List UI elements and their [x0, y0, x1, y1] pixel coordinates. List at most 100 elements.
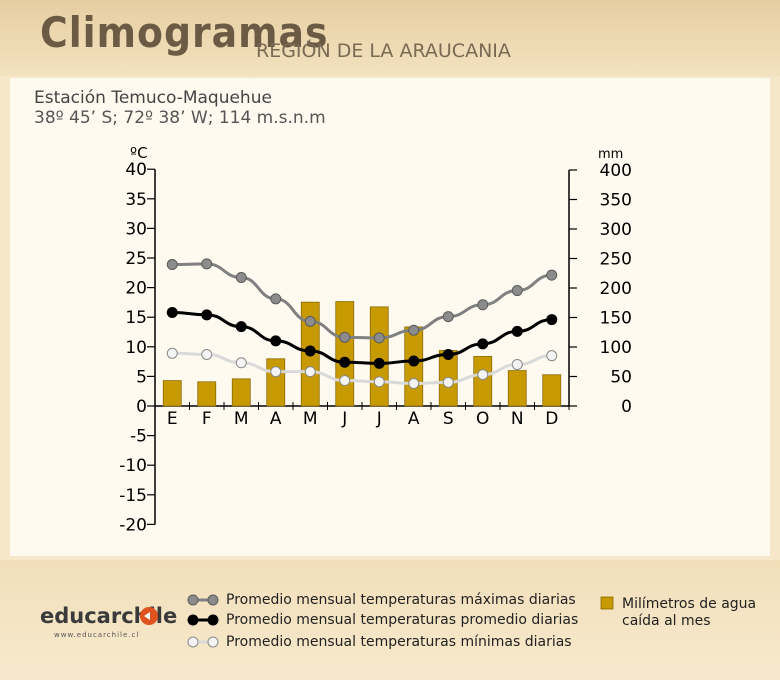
- series-point-max: [304, 315, 316, 327]
- x-tick-label: D: [545, 409, 558, 429]
- rain-bar: [197, 381, 217, 407]
- left-tick-label: 25: [125, 249, 147, 269]
- rain-bar: [231, 378, 251, 407]
- series-point-max: [546, 269, 558, 281]
- series-point-max: [373, 332, 385, 344]
- series-point-avg: [235, 321, 247, 333]
- station-name: Estación Temuco-Maquehue: [34, 88, 272, 108]
- right-tick-label: 50: [610, 368, 632, 388]
- rain-bar: [162, 380, 182, 407]
- series-point-min: [270, 366, 282, 378]
- x-tick-label: J: [376, 409, 382, 429]
- rain-bar: [473, 356, 493, 407]
- left-tick-label: 40: [125, 160, 147, 180]
- series-point-avg: [373, 357, 385, 369]
- left-tick-label: 5: [136, 367, 147, 387]
- series-point-avg: [442, 348, 454, 360]
- series-point-avg: [166, 306, 178, 318]
- right-tick-label: 150: [600, 309, 632, 329]
- x-tick-label: M: [303, 409, 318, 429]
- right-tick-label: 0: [621, 397, 632, 417]
- legend-marker-min: [187, 636, 199, 648]
- series-point-max: [477, 299, 489, 311]
- series-point-avg: [304, 345, 316, 357]
- series-point-min: [201, 348, 213, 360]
- x-tick-label: O: [476, 409, 489, 429]
- legend-avg-label: Promedio mensual temperaturas promedio d…: [226, 612, 579, 628]
- right-tick-label: 350: [600, 191, 632, 211]
- legend-marker-avg: [207, 614, 219, 626]
- left-tick-label: 15: [125, 308, 147, 328]
- series-point-min: [235, 357, 247, 369]
- rain-bar: [542, 374, 562, 407]
- series-point-max: [235, 272, 247, 284]
- left-tick-label: -10: [119, 456, 147, 476]
- legend-max-label: Promedio mensual temperaturas máximas di…: [226, 592, 576, 608]
- left-tick-label: 20: [125, 279, 147, 299]
- series-point-avg: [339, 356, 351, 368]
- series-point-avg: [477, 338, 489, 350]
- x-tick-label: A: [270, 409, 282, 429]
- logo-accent-arrow: [144, 612, 150, 620]
- series-point-min: [442, 376, 454, 388]
- legend-min-label: Promedio mensual temperaturas mínimas di…: [226, 634, 572, 650]
- chart-panel: [10, 78, 770, 556]
- rain-bar: [507, 370, 527, 407]
- x-tick-label: J: [341, 409, 347, 429]
- series-point-max: [166, 259, 178, 271]
- right-tick-label: 100: [600, 338, 632, 358]
- logo-accent-icon: [140, 607, 158, 625]
- series-point-min: [546, 350, 558, 362]
- left-tick-label: 30: [125, 219, 147, 239]
- left-tick-label: -5: [130, 427, 147, 447]
- x-tick-label: N: [511, 409, 524, 429]
- series-point-max: [408, 324, 420, 336]
- x-tick-label: F: [202, 409, 212, 429]
- series-point-avg: [511, 325, 523, 337]
- legend-marker-max: [207, 594, 219, 606]
- series-point-min: [166, 347, 178, 359]
- legend-rain-label-1: Milímetros de agua: [622, 596, 757, 612]
- series-point-max: [270, 293, 282, 305]
- left-tick-label: 35: [125, 190, 147, 210]
- header-bar: Climogramas REGIÓN DE LA ARAUCANIA: [0, 0, 780, 76]
- logo-url: www.educarchile.cl: [54, 631, 140, 639]
- page-subtitle: REGIÓN DE LA ARAUCANIA: [256, 40, 511, 62]
- left-axis-label: ºC: [130, 144, 148, 162]
- series-point-min: [304, 366, 316, 378]
- series-point-min: [511, 359, 523, 371]
- left-tick-label: 10: [125, 338, 147, 358]
- series-point-min: [339, 375, 351, 387]
- series-point-min: [477, 369, 489, 381]
- series-point-max: [339, 331, 351, 343]
- footer-legend-area: [0, 560, 780, 680]
- left-tick-label: -15: [119, 486, 147, 506]
- legend-swatch-rain: [600, 596, 614, 610]
- right-tick-label: 400: [600, 161, 632, 181]
- right-tick-label: 300: [600, 220, 632, 240]
- legend-marker-min: [207, 636, 219, 648]
- series-point-min: [373, 376, 385, 388]
- page-title: Climogramas: [40, 8, 329, 57]
- left-tick-label: -20: [119, 515, 147, 535]
- series-point-min: [408, 378, 420, 390]
- x-tick-label: S: [443, 409, 454, 429]
- series-point-avg: [408, 355, 420, 367]
- series-point-avg: [270, 335, 282, 347]
- series-point-max: [201, 258, 213, 270]
- series-point-max: [442, 311, 454, 323]
- x-tick-label: M: [234, 409, 249, 429]
- climograph-chart: 4035302520151050-5-10-15-20ºC40035030025…: [119, 144, 632, 535]
- right-axis-label: mm: [598, 147, 623, 162]
- x-tick-label: E: [167, 409, 178, 429]
- series-point-avg: [201, 309, 213, 321]
- legend-rain-label-2: caída al mes: [622, 613, 711, 629]
- right-tick-label: 200: [600, 279, 632, 299]
- legend-marker-avg: [187, 614, 199, 626]
- series-point-max: [511, 285, 523, 297]
- legend-marker-max: [187, 594, 199, 606]
- left-tick-label: 0: [136, 397, 147, 417]
- station-coordinates: 38º 45’ S; 72º 38’ W; 114 m.s.n.m: [34, 108, 326, 128]
- series-point-avg: [546, 314, 558, 326]
- x-tick-label: A: [408, 409, 420, 429]
